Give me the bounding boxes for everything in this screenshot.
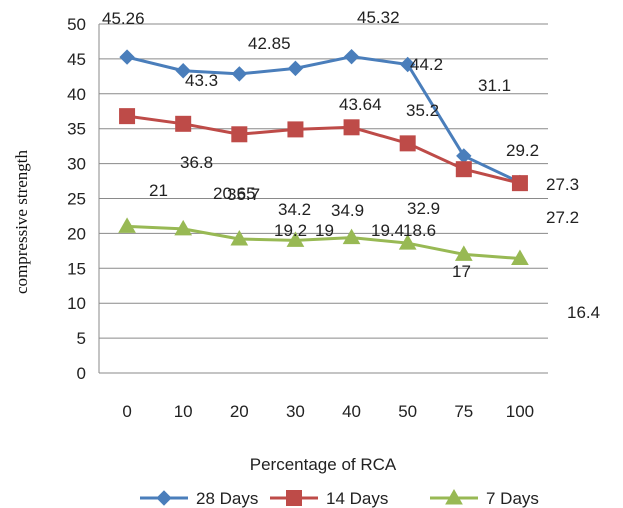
- legend-marker: [156, 490, 172, 506]
- series-line-2: [126, 224, 521, 261]
- data-point-marker: [456, 148, 472, 164]
- y-axis-tick-labels: 0 5 10 15 20 25 30 35 40 45 50: [67, 15, 86, 383]
- x-tick-label: 30: [286, 402, 305, 421]
- data-point-marker: [287, 121, 304, 138]
- legend-marker: [445, 488, 463, 505]
- data-point-marker: [399, 56, 416, 73]
- legend-label: 7 Days: [486, 489, 539, 508]
- data-point-marker: [231, 126, 248, 143]
- data-point-marker: [118, 217, 136, 233]
- data-label: 36.8: [180, 153, 213, 172]
- data-point-marker: [119, 49, 135, 65]
- y-tick-label: 45: [67, 50, 86, 69]
- y-tick-label: 15: [67, 259, 86, 278]
- y-tick-label: 5: [77, 329, 86, 348]
- y-tick-label: 20: [67, 224, 86, 243]
- data-label: 44.2: [410, 55, 443, 74]
- x-axis-title: Percentage of RCA: [250, 455, 397, 474]
- y-tick-label: 0: [77, 364, 86, 383]
- data-label: 35.7: [227, 185, 260, 204]
- data-label: 19.4: [371, 221, 404, 240]
- y-tick-label: 30: [67, 155, 86, 174]
- data-label: 31.1: [478, 76, 511, 95]
- data-point-marker: [511, 175, 528, 192]
- data-point-marker: [287, 60, 304, 77]
- data-point-marker: [230, 229, 249, 246]
- series-line-1: [126, 114, 521, 185]
- data-point-marker: [342, 228, 361, 245]
- data-label: 34.2: [278, 200, 311, 219]
- legend: 28 Days 14 Days 7 Days: [140, 488, 539, 508]
- data-labels: 45.26 43.3 42.85 43.64 45.32 44.2 31.1 27.3 36.8…: [102, 8, 600, 322]
- y-axis-title: compressive strength: [12, 150, 31, 294]
- data-point-marker: [175, 115, 192, 132]
- legend-label: 28 Days: [196, 489, 258, 508]
- data-series: [118, 48, 529, 266]
- data-label: 34.9: [331, 201, 364, 220]
- data-label: 19: [315, 221, 334, 240]
- data-label: 45.26: [102, 9, 145, 28]
- data-point-marker: [175, 63, 191, 79]
- x-tick-label: 40: [342, 402, 361, 421]
- data-label: 43.3: [185, 71, 218, 90]
- x-axis-tick-labels: 0 10 20 30 40 50 75 100: [122, 402, 534, 421]
- data-label: 32.9: [407, 199, 440, 218]
- x-tick-label: 50: [398, 402, 417, 421]
- data-label: 27.2: [546, 208, 579, 227]
- y-tick-label: 25: [67, 190, 86, 209]
- data-point-marker: [119, 108, 136, 125]
- data-point-marker: [399, 135, 416, 152]
- series-line-0: [126, 55, 521, 184]
- data-label: 21: [149, 181, 168, 200]
- x-tick-label: 0: [122, 402, 131, 421]
- data-label: 18.6: [403, 221, 436, 240]
- data-label: 29.2: [506, 141, 539, 160]
- data-label: 43.64: [339, 95, 382, 114]
- data-label: 19.2: [274, 221, 307, 240]
- y-tick-label: 10: [67, 294, 86, 313]
- data-point-marker: [343, 119, 360, 136]
- data-label: 42.85: [248, 34, 291, 53]
- data-label: 27.3: [546, 175, 579, 194]
- legend-label: 14 Days: [326, 489, 388, 508]
- data-point-marker: [174, 219, 193, 236]
- x-tick-label: 100: [506, 402, 534, 421]
- x-tick-label: 10: [174, 402, 193, 421]
- data-point-marker: [455, 161, 472, 178]
- data-point-marker: [231, 66, 248, 82]
- data-point-marker: [511, 249, 529, 266]
- y-tick-label: 40: [67, 85, 86, 104]
- x-tick-label: 20: [230, 402, 249, 421]
- data-label: 16.4: [567, 303, 600, 322]
- legend-marker: [286, 490, 302, 506]
- y-tick-label: 35: [67, 120, 86, 139]
- data-point-marker: [398, 234, 417, 250]
- x-tick-label: 75: [454, 402, 473, 421]
- data-label: 20.65: [213, 184, 256, 203]
- data-label: 17: [452, 262, 471, 281]
- data-label: 35.2: [406, 101, 439, 120]
- y-tick-label: 50: [67, 15, 86, 34]
- data-point-marker: [343, 48, 360, 65]
- data-point-marker: [286, 231, 305, 247]
- data-label: 45.32: [357, 8, 400, 27]
- gridlines: [98, 23, 548, 374]
- data-point-marker: [454, 245, 473, 261]
